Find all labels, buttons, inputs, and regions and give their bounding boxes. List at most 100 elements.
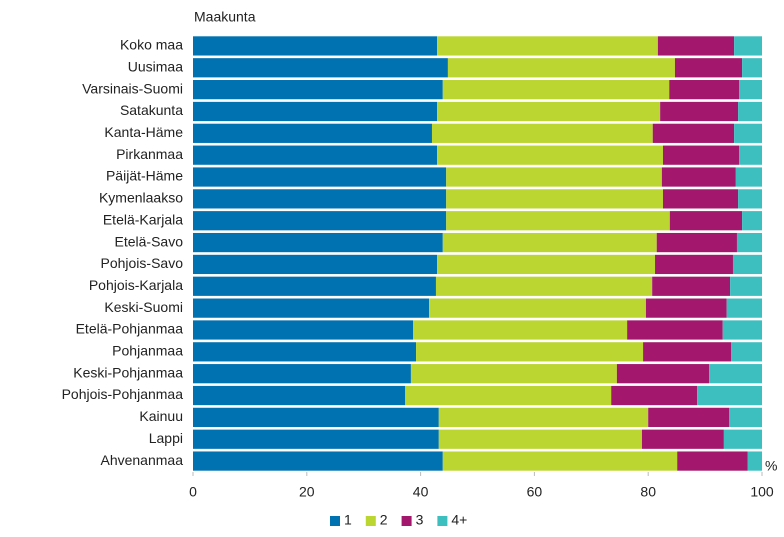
- bar-segment: [662, 145, 740, 165]
- bar-segment: [193, 189, 447, 209]
- bar-segment: [438, 407, 649, 427]
- bar-segment: [435, 276, 653, 296]
- bar-segment: [193, 320, 414, 340]
- bar-segment: [193, 101, 438, 122]
- bar-segment: [738, 189, 762, 209]
- legend-label: 1: [344, 512, 352, 528]
- bar-segment: [742, 211, 762, 231]
- bar-segment: [446, 211, 670, 231]
- bar-segment: [655, 254, 733, 275]
- bar-segment: [446, 189, 663, 209]
- y-tick-label: Ahvenanmaa: [100, 452, 183, 468]
- bar-segment: [735, 167, 762, 187]
- bar-segment: [732, 254, 762, 275]
- bar-segment: [437, 101, 661, 122]
- bar-segment: [669, 211, 743, 231]
- y-tick-label: Varsinais-Suomi: [82, 80, 183, 96]
- bar-segment: [656, 232, 737, 253]
- bar-segment: [669, 80, 740, 100]
- bar-segment: [652, 276, 731, 296]
- bar-segment: [193, 123, 432, 143]
- bar-segment: [446, 167, 662, 187]
- x-tick-label: 100: [750, 484, 774, 500]
- legend-swatch: [437, 516, 448, 526]
- bar-segment: [611, 385, 698, 406]
- bar-segment: [734, 36, 762, 56]
- bar-segment: [193, 451, 443, 471]
- y-tick-label: Pohjois-Pohjanmaa: [62, 386, 184, 402]
- legend-swatch: [365, 516, 376, 526]
- bar-segment: [437, 36, 658, 56]
- bar-segment: [431, 123, 653, 143]
- y-tick-label: Kainuu: [139, 408, 183, 424]
- bar-segment: [193, 342, 417, 362]
- bar-segment: [645, 298, 727, 318]
- bar-segment: [730, 276, 762, 296]
- y-axis-title: Maakunta: [194, 9, 256, 25]
- legend-swatch: [401, 516, 412, 526]
- y-tick-label: Etelä-Karjala: [103, 211, 183, 227]
- x-tick-label: 80: [640, 484, 656, 500]
- bar-segment: [410, 364, 617, 384]
- bar-segment: [193, 58, 448, 78]
- bar-segment: [193, 232, 443, 253]
- bar-segment: [193, 429, 439, 449]
- legend-label: 3: [416, 512, 424, 528]
- bar-segment: [677, 451, 748, 471]
- y-tick-label: Keski-Pohjanmaa: [73, 364, 183, 380]
- x-tick-label: 0: [189, 484, 197, 500]
- bar-segment: [413, 320, 628, 340]
- bar-segment: [193, 167, 447, 187]
- bar-segment: [193, 364, 411, 384]
- bar-segment: [193, 276, 436, 296]
- bar-segment: [416, 342, 644, 362]
- bar-segment: [739, 145, 762, 165]
- bar-segment: [728, 407, 762, 427]
- bar-segment: [723, 429, 762, 449]
- bar-segment: [736, 232, 762, 253]
- y-tick-label: Etelä-Savo: [115, 233, 184, 249]
- bar-segment: [726, 298, 762, 318]
- bar-segment: [697, 385, 762, 406]
- bar-segment: [193, 36, 438, 56]
- bar-segment: [643, 342, 732, 362]
- y-tick-label: Pohjois-Karjala: [89, 277, 183, 293]
- bar-segment: [193, 145, 438, 165]
- legend-label: 4+: [451, 512, 467, 528]
- bar-segment: [193, 385, 406, 406]
- y-tick-label: Kymenlaakso: [99, 190, 183, 206]
- x-tick-label: 20: [299, 484, 315, 500]
- bar-segment: [442, 80, 670, 100]
- bar-segment: [429, 298, 646, 318]
- bar-segment: [742, 58, 762, 78]
- y-tick-label: Uusimaa: [128, 58, 183, 74]
- x-tick-label: 60: [527, 484, 543, 500]
- y-tick-label: Koko maa: [120, 37, 183, 53]
- y-tick-label: Satakunta: [120, 102, 183, 118]
- bar-segment: [438, 429, 642, 449]
- bar-segment: [674, 58, 743, 78]
- y-tick-label: Pohjois-Savo: [101, 255, 184, 271]
- bar-segment: [193, 407, 439, 427]
- legend-swatch: [330, 516, 340, 526]
- bar-segment: [447, 58, 675, 78]
- x-tick-label: 40: [413, 484, 429, 500]
- y-tick-label: Pohjanmaa: [112, 343, 183, 359]
- y-tick-label: Lappi: [149, 430, 183, 446]
- bar-segment: [641, 429, 724, 449]
- bar-segment: [709, 364, 762, 384]
- bar-segment: [442, 451, 678, 471]
- y-tick-label: Keski-Suomi: [104, 299, 183, 315]
- bar-segment: [722, 320, 762, 340]
- bar-segment: [616, 364, 710, 384]
- bar-segment: [731, 342, 762, 362]
- bar-segment: [662, 189, 739, 209]
- bar-segment: [437, 145, 663, 165]
- bar-segment: [739, 80, 762, 100]
- bar-segment: [193, 298, 430, 318]
- bar-segment: [734, 123, 762, 143]
- bar-segment: [657, 36, 735, 56]
- bar-segment: [193, 254, 438, 275]
- y-tick-label: Kanta-Häme: [104, 124, 183, 140]
